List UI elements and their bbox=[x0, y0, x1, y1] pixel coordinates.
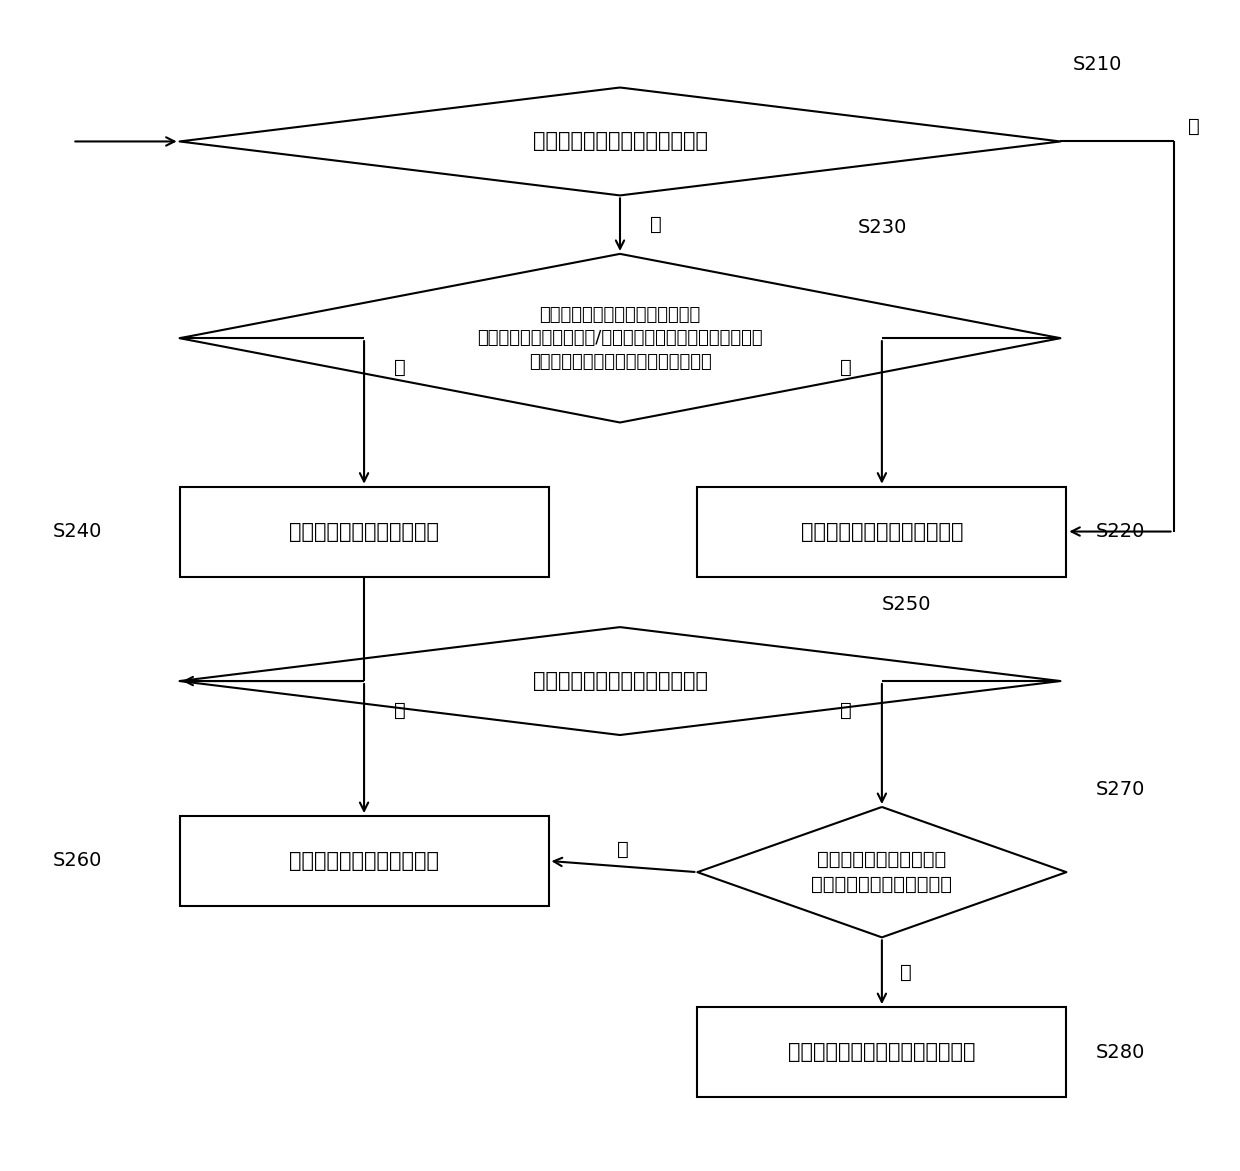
Text: 电子雾化装置维持未启动状态: 电子雾化装置维持未启动状态 bbox=[801, 521, 963, 541]
Text: 否: 否 bbox=[1188, 117, 1199, 136]
Text: 是: 是 bbox=[394, 358, 405, 377]
Text: S230: S230 bbox=[858, 218, 908, 237]
Text: S280: S280 bbox=[1096, 1042, 1146, 1062]
Text: 电子雾化装置是否处于抽吸状态: 电子雾化装置是否处于抽吸状态 bbox=[532, 131, 708, 151]
Text: S250: S250 bbox=[882, 595, 931, 614]
Bar bbox=[697, 487, 1066, 576]
Text: 是: 是 bbox=[650, 215, 661, 234]
Text: S240: S240 bbox=[53, 522, 102, 541]
Text: S210: S210 bbox=[1073, 55, 1122, 74]
Text: S220: S220 bbox=[1096, 522, 1146, 541]
Text: 电子雾化装置停止加热雾化并锁定: 电子雾化装置停止加热雾化并锁定 bbox=[789, 1042, 976, 1062]
Bar bbox=[697, 1007, 1066, 1097]
Text: 电子雾化装置处于非抽吸
状态是否超过第二时间阈值: 电子雾化装置处于非抽吸 状态是否超过第二时间阈值 bbox=[811, 850, 952, 895]
Text: 是: 是 bbox=[394, 701, 405, 720]
Text: 否: 否 bbox=[841, 358, 852, 377]
Text: S270: S270 bbox=[1096, 780, 1146, 799]
Text: 否: 否 bbox=[618, 840, 629, 858]
Text: 否: 否 bbox=[841, 701, 852, 720]
Text: 电子雾化装置处于抽吸状态的时间
是否超过第一时间阈值和/或电子雾化装置处于抽吸状态时其
内的压力平均值是否小于第一压力阈值: 电子雾化装置处于抽吸状态的时间 是否超过第一时间阈值和/或电子雾化装置处于抽吸状… bbox=[477, 306, 763, 371]
Bar bbox=[180, 487, 548, 576]
Text: 是: 是 bbox=[900, 963, 911, 981]
Text: S260: S260 bbox=[53, 851, 102, 870]
Text: 电子雾化装置开启加热雾化: 电子雾化装置开启加热雾化 bbox=[289, 521, 439, 541]
Text: 电子雾化装置是否处于抽吸状态: 电子雾化装置是否处于抽吸状态 bbox=[532, 671, 708, 691]
Bar bbox=[180, 816, 548, 906]
Text: 电子雾化装置继续加热雾化: 电子雾化装置继续加热雾化 bbox=[289, 851, 439, 871]
